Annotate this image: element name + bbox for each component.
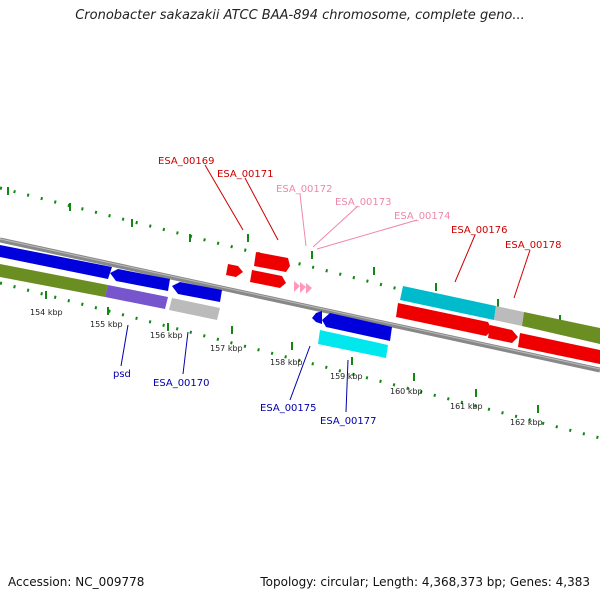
gene-olive-right[interactable] <box>522 312 600 344</box>
gene-esa-00175[interactable] <box>322 313 392 341</box>
kbp-label-158: 158 kbp <box>270 358 303 367</box>
gene-blue-left-3[interactable] <box>172 282 222 302</box>
major-ticks-top <box>7 187 561 323</box>
gene-esa-00176[interactable] <box>400 286 496 320</box>
kbp-label-161: 161 kbp <box>450 402 483 411</box>
tick-row-top <box>0 186 600 342</box>
sequence-backbone <box>0 237 600 373</box>
gene-red-right-2[interactable] <box>488 325 518 343</box>
kbp-label-155: 155 kbp <box>90 320 123 329</box>
gene-label-psd[interactable]: psd <box>113 369 131 380</box>
gene-label-esa-00173[interactable]: ESA_00173 <box>335 197 392 208</box>
gene-esa-00169[interactable] <box>250 270 286 288</box>
gene-grey-1[interactable] <box>169 298 220 320</box>
genome-title: Cronobacter sakazakii ATCC BAA-894 chrom… <box>75 8 525 23</box>
gene-esa-00177[interactable] <box>318 330 388 358</box>
leader-lines <box>120 164 531 413</box>
kbp-label-162: 162 kbp <box>510 418 543 427</box>
gene-grey-2[interactable] <box>494 306 524 326</box>
kbp-label-159: 159 kbp <box>330 372 363 381</box>
kbp-label-160: 160 kbp <box>390 387 423 396</box>
gene-blue-left-1[interactable] <box>0 245 112 279</box>
gene-label-esa-00177[interactable]: ESA_00177 <box>320 416 377 427</box>
gene-label-esa-00174[interactable]: ESA_00174 <box>394 211 451 222</box>
gene-label-esa-00169[interactable]: ESA_00169 <box>158 156 215 167</box>
gene-esa-00174[interactable] <box>306 283 312 294</box>
gene-esa-00171[interactable] <box>254 252 290 272</box>
gene-label-esa-00171[interactable]: ESA_00171 <box>217 169 274 180</box>
gene-esa-00173[interactable] <box>300 282 306 293</box>
gene-blue-mid-small[interactable] <box>312 311 322 324</box>
gene-olive-left[interactable] <box>0 264 108 297</box>
gene-red-right-3[interactable] <box>518 333 600 364</box>
gene-psd[interactable] <box>105 285 168 309</box>
tick-row-bottom <box>0 281 600 440</box>
gene-label-esa-00172[interactable]: ESA_00172 <box>276 184 333 195</box>
major-ticks-bottom <box>45 291 539 413</box>
gene-label-esa-00176[interactable]: ESA_00176 <box>451 225 508 236</box>
gene-label-esa-00175[interactable]: ESA_00175 <box>260 403 317 414</box>
gene-red-right-1[interactable] <box>396 303 492 336</box>
genome-summary: Topology: circular; Length: 4,368,373 bp… <box>260 575 590 589</box>
kbp-label-156: 156 kbp <box>150 331 183 340</box>
gene-features <box>0 245 600 364</box>
kbp-label-157: 157 kbp <box>210 344 243 353</box>
gene-label-esa-00178[interactable]: ESA_00178 <box>505 240 562 251</box>
gene-esa-00172[interactable] <box>294 281 300 292</box>
gene-label-esa-00170[interactable]: ESA_00170 <box>153 378 210 389</box>
accession-label: Accession: NC_009778 <box>8 575 145 589</box>
kbp-label-154: 154 kbp <box>30 308 63 317</box>
gene-blue-left-2[interactable] <box>110 269 170 291</box>
gene-red-small[interactable] <box>226 264 243 277</box>
